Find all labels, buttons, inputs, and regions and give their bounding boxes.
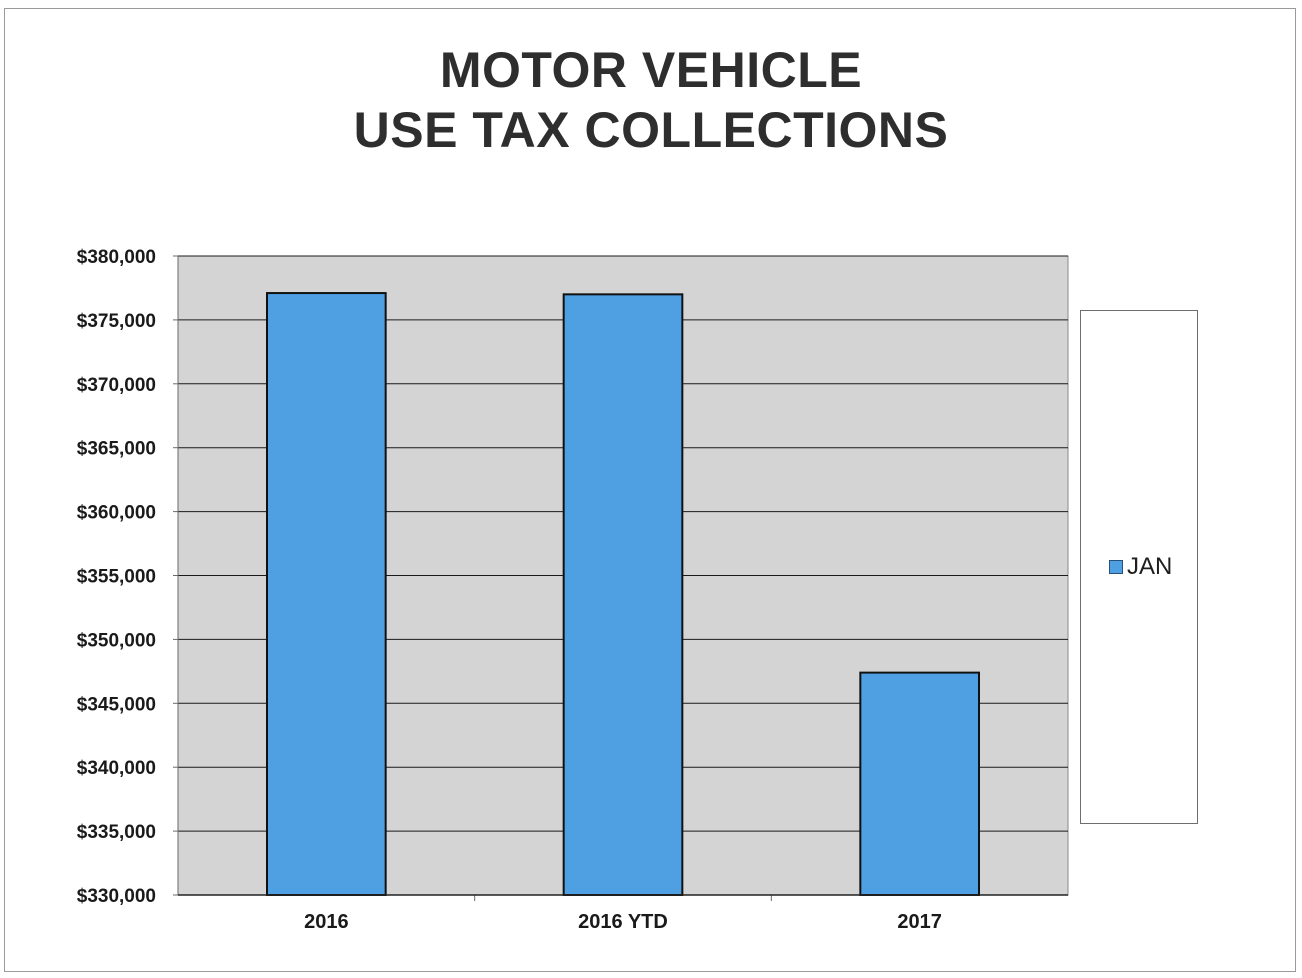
chart-title-line-2: USE TAX COLLECTIONS	[353, 102, 949, 158]
bar	[266, 292, 387, 896]
y-tick-label: $370,000	[77, 375, 156, 396]
y-tick-label: $340,000	[77, 758, 156, 779]
y-tick-label: $345,000	[77, 694, 156, 715]
legend-item: JAN	[1109, 553, 1172, 581]
legend-swatch	[1109, 560, 1123, 574]
y-axis-tick-labels: $330,000 $335,000 $340,000 $345,000 $350,000…	[77, 247, 178, 907]
y-tick-label: $360,000	[77, 503, 156, 524]
y-tick-label: $330,000	[77, 886, 156, 907]
y-tick-label: $380,000	[77, 247, 156, 268]
y-tick-label: $350,000	[77, 630, 156, 651]
x-tick-label: 2017	[897, 911, 942, 933]
y-tick-label: $365,000	[77, 439, 156, 460]
y-tick-label: $375,000	[77, 311, 156, 332]
x-tick-label: 2016	[304, 911, 349, 933]
y-tick-label: $355,000	[77, 567, 156, 588]
chart-title-line-1: MOTOR VEHICLE	[439, 42, 863, 98]
bar	[562, 293, 684, 896]
x-axis-tick-labels: 2016 2016 YTD 2017	[304, 895, 942, 933]
y-tick-label: $335,000	[77, 822, 156, 843]
bars	[266, 292, 980, 896]
bar	[859, 671, 980, 896]
legend: JAN	[1080, 310, 1198, 824]
x-tick-label: 2016 YTD	[578, 911, 668, 933]
legend-label: JAN	[1127, 553, 1173, 580]
